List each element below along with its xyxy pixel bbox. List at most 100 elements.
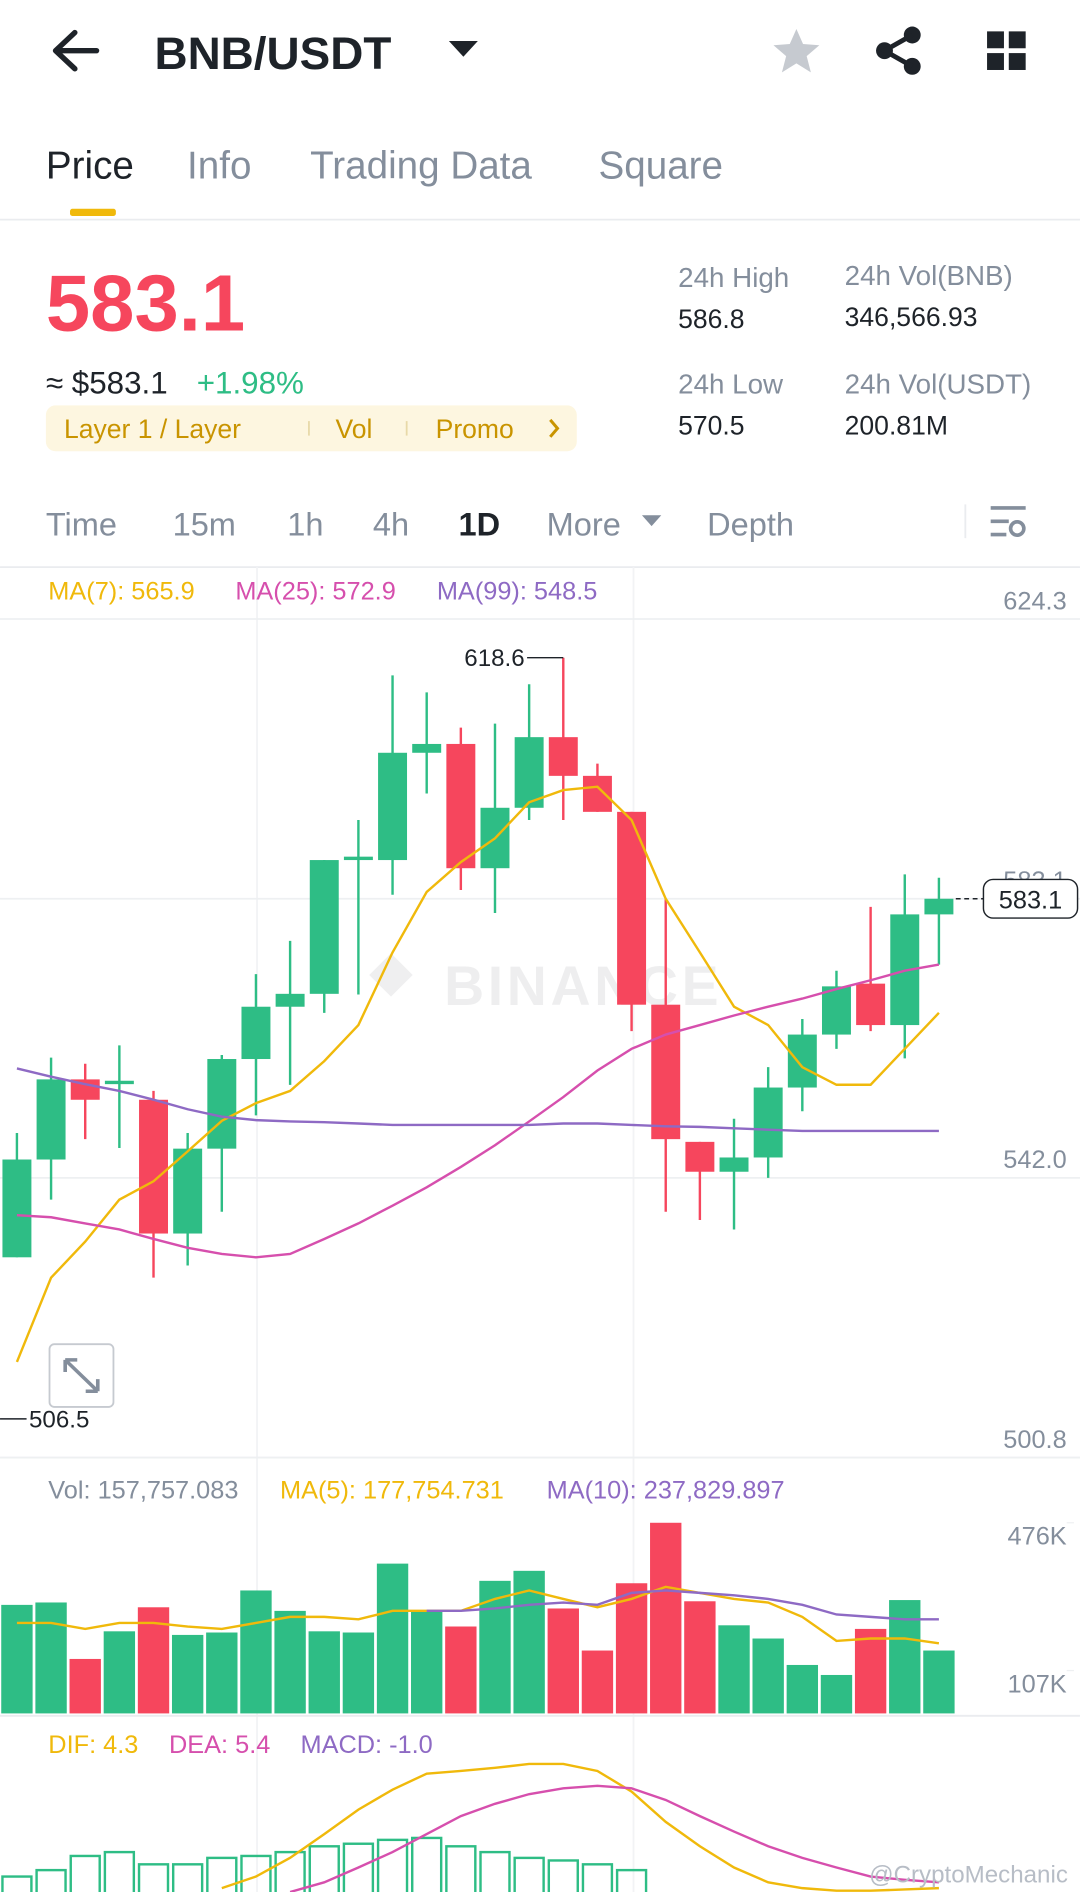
volume-ma-legend: MA(10): 237,829.897 [547, 1477, 785, 1505]
candle-body [753, 1087, 783, 1158]
candle-body [2, 1159, 32, 1258]
volume-bar [274, 1610, 306, 1714]
settings-gear [1008, 520, 1026, 537]
volume-bar [923, 1650, 955, 1714]
volume-bar [854, 1628, 887, 1714]
menu-grid[interactable] [987, 31, 1026, 70]
grid-cell [987, 31, 1004, 49]
grid-cell [1008, 53, 1026, 70]
back-button[interactable] [52, 29, 100, 72]
macd-bar [445, 1845, 477, 1892]
volume-bar [547, 1608, 579, 1714]
tag[interactable]: Vol [335, 414, 372, 444]
macd-bar [35, 1868, 67, 1892]
timeframe[interactable]: Depth [707, 507, 794, 543]
volume-bar [684, 1601, 716, 1714]
candle-body [343, 856, 373, 861]
candle-body [787, 1034, 817, 1088]
timeframe-active[interactable]: 1D [459, 507, 501, 543]
macd-bar [547, 1859, 579, 1892]
stat-label: 24h Vol(BNB) [845, 260, 1013, 291]
more-caret[interactable] [641, 515, 662, 527]
y-tick-label: 500.8 [1003, 1426, 1066, 1454]
stat-label: 24h Vol(USDT) [845, 368, 1032, 399]
volume-bar [752, 1638, 784, 1714]
candle-body [924, 898, 954, 915]
candle-body [207, 1059, 237, 1149]
volume-bar [445, 1626, 477, 1714]
stat-label: 24h High [678, 262, 789, 293]
fiat-price: ≈ $583.1 [46, 365, 168, 400]
price-change: +1.98% [197, 365, 304, 400]
macd-bar [581, 1863, 614, 1892]
volume-bar [718, 1625, 750, 1714]
tab[interactable]: Info [187, 145, 251, 188]
tab-underline [70, 208, 116, 216]
candle-body [241, 1006, 271, 1060]
candle-body [36, 1079, 66, 1160]
candle-body [856, 983, 886, 1026]
grid-cell [1008, 31, 1026, 49]
macd-bar [376, 1838, 409, 1892]
volume-bar [889, 1600, 921, 1714]
candle-body [173, 1148, 203, 1234]
timeframe[interactable]: More [547, 507, 621, 543]
timeframe[interactable]: 15m [173, 507, 236, 543]
tag[interactable]: Layer 1 / Layer [64, 414, 241, 444]
candle-body [104, 1080, 134, 1085]
volume-bar [35, 1602, 67, 1714]
volume-bar [820, 1674, 853, 1714]
last-price-box [982, 878, 1079, 919]
watermark: BINANCE [444, 955, 722, 1017]
moving-average-line [16, 1067, 939, 1133]
macd-bar [103, 1850, 136, 1892]
tag[interactable]: Promo [436, 414, 514, 444]
moving-average-line [16, 963, 940, 1259]
share-button[interactable] [876, 26, 921, 75]
timeframe[interactable]: Time [46, 507, 117, 543]
stat-value: 200.81M [845, 410, 948, 440]
tab[interactable]: Price [46, 145, 134, 188]
settings-lines [990, 506, 1026, 537]
tab[interactable]: Square [599, 145, 724, 188]
volume-bar [615, 1583, 648, 1714]
candle-body [821, 986, 851, 1035]
stat-value: 586.8 [678, 304, 744, 334]
candle-body [548, 737, 578, 776]
candle-body [651, 1004, 681, 1140]
pair-title[interactable]: BNB/USDT [154, 27, 391, 79]
volume-bar [411, 1610, 443, 1714]
volume-tick-label: 107K [1008, 1670, 1067, 1698]
candle-body [514, 737, 544, 808]
macd-bar [69, 1854, 101, 1892]
y-tick-label: 624.3 [1003, 587, 1066, 615]
tag-chevron [549, 418, 560, 438]
macd-bar [479, 1850, 511, 1892]
low-marker: 506.5 [29, 1406, 89, 1433]
macd-bar [513, 1856, 545, 1892]
volume-bar [479, 1580, 511, 1714]
timeframe[interactable]: 4h [373, 507, 409, 543]
volume-bar [240, 1590, 272, 1714]
volume-bar [1, 1604, 33, 1714]
ma-legend: MA(25): 572.9 [235, 578, 396, 606]
last-price-label: 583.1 [999, 886, 1062, 914]
macd-legend: MACD: -1.0 [300, 1731, 432, 1759]
volume-bar [650, 1522, 682, 1714]
pair-caret[interactable] [448, 41, 478, 57]
candle-body [412, 743, 442, 753]
macd-line [221, 1762, 939, 1892]
favorite-star[interactable] [773, 28, 820, 73]
y-tick-label: 542.0 [1003, 1146, 1066, 1174]
tab[interactable]: Trading Data [310, 145, 532, 188]
volume-ma-line [426, 1589, 939, 1621]
expand-icon [63, 1358, 100, 1394]
candle-body [139, 1099, 168, 1234]
ma-legend: MA(7): 565.9 [48, 578, 194, 606]
candle-body [719, 1157, 749, 1172]
candle-body [446, 743, 476, 869]
timeframe[interactable]: 1h [287, 507, 323, 543]
chart-settings[interactable] [990, 506, 1026, 537]
